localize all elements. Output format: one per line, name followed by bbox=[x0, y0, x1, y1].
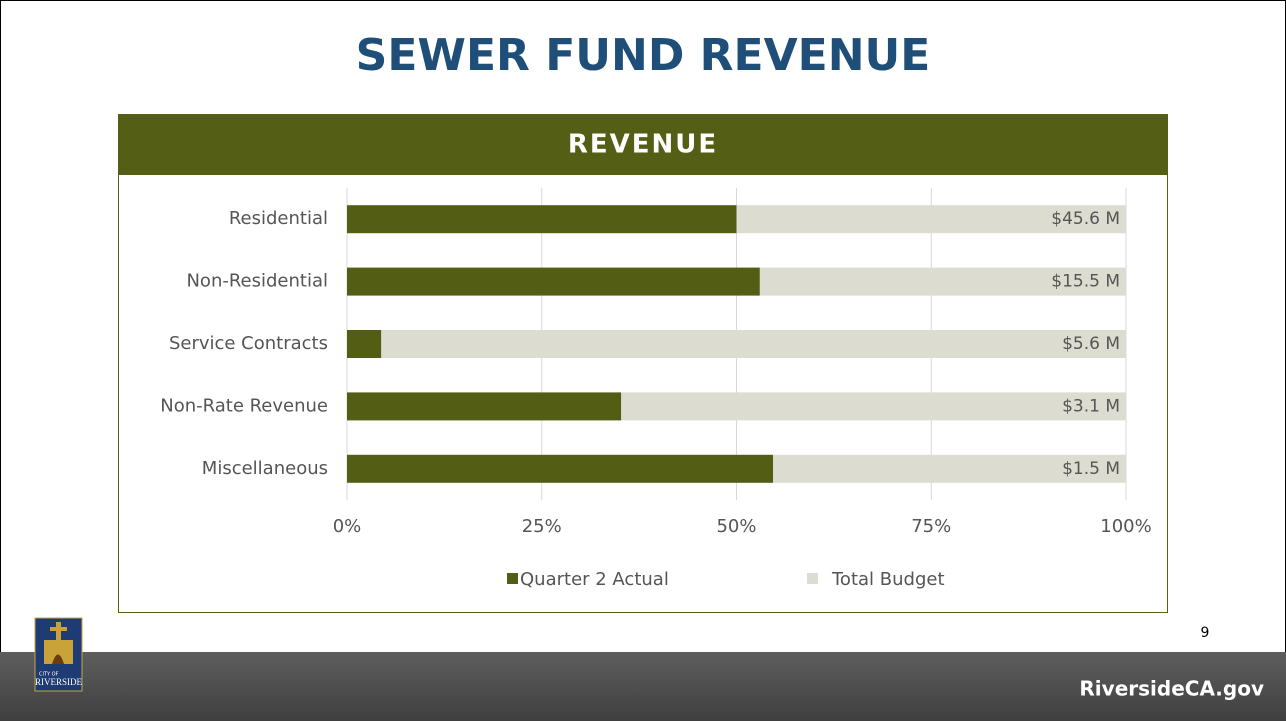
x-tick-label: 0% bbox=[333, 516, 362, 537]
logo-text: RIVERSIDE bbox=[35, 677, 83, 687]
legend-label: Total Budget bbox=[831, 569, 945, 590]
legend-swatch bbox=[807, 573, 818, 584]
bar-segment bbox=[381, 330, 1126, 358]
logo-bell bbox=[52, 654, 64, 664]
logo: CITY OF RIVERSIDE bbox=[34, 617, 83, 692]
chart-title: REVENUE bbox=[568, 130, 718, 160]
bar-label: $15.5 M bbox=[1051, 272, 1120, 292]
x-tick-label: 100% bbox=[1100, 516, 1151, 537]
bar-segment bbox=[347, 267, 760, 296]
bar-label: $3.1 M bbox=[1062, 396, 1120, 416]
logo-cross-bar bbox=[50, 627, 67, 631]
legend-swatch bbox=[507, 573, 518, 584]
x-tick-label: 25% bbox=[522, 516, 562, 537]
legend-label: Quarter 2 Actual bbox=[520, 569, 669, 590]
bar-segment bbox=[347, 454, 774, 483]
bar-segment bbox=[736, 205, 1126, 234]
bar-label: $45.6 M bbox=[1051, 209, 1120, 229]
y-tick-label: Residential bbox=[229, 208, 328, 229]
plot: 0% 25% 50% 75% 100% Residential $45.6 M Non-Res… bbox=[160, 188, 1152, 590]
bar-label: $5.6 M bbox=[1062, 334, 1120, 354]
bar-segment bbox=[347, 205, 737, 234]
y-tick-label: Non-Rate Revenue bbox=[160, 395, 328, 416]
bar-segment bbox=[621, 392, 1126, 421]
bar-label: $1.5 M bbox=[1062, 459, 1120, 479]
bar-segment bbox=[773, 454, 1126, 483]
logo-text: CITY OF bbox=[39, 672, 59, 678]
y-tick-label: Service Contracts bbox=[169, 333, 328, 354]
footer-band bbox=[0, 652, 1286, 721]
slide-title: SEWER FUND REVENUE bbox=[356, 30, 931, 81]
y-tick-label: Non-Residential bbox=[186, 271, 328, 292]
slide-number: 9 bbox=[1201, 625, 1210, 641]
bar-segment bbox=[347, 392, 622, 421]
x-tick-label: 50% bbox=[716, 516, 756, 537]
chart-header bbox=[118, 114, 1168, 174]
bar-segment bbox=[759, 267, 1126, 296]
x-tick-label: 75% bbox=[911, 516, 951, 537]
bar-segment bbox=[347, 330, 382, 358]
footer-url: RiversideCA.gov bbox=[1079, 677, 1264, 701]
y-tick-label: Miscellaneous bbox=[202, 458, 328, 479]
